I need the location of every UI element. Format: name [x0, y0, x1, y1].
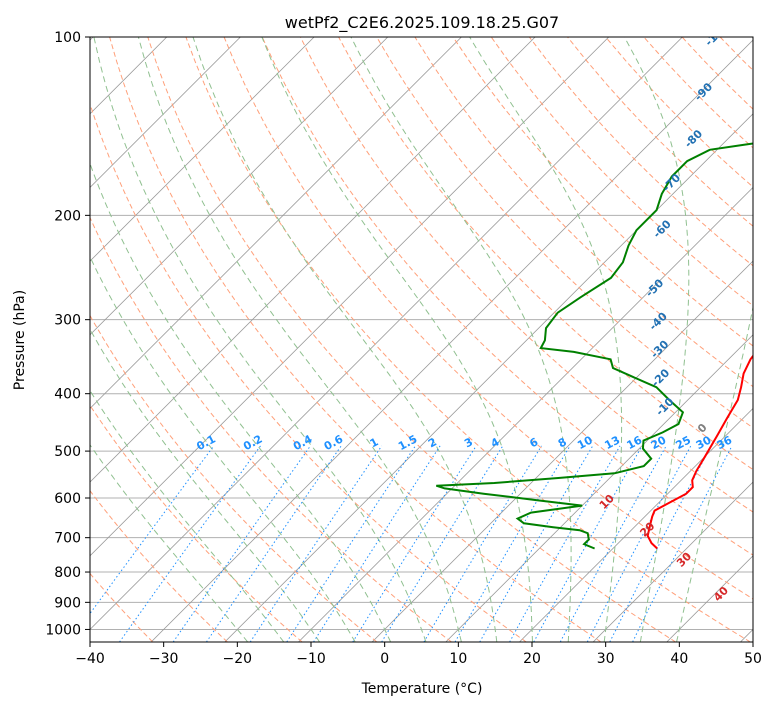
mixing-ratio-line [632, 445, 733, 642]
x-tick-label: −10 [296, 651, 326, 667]
temperature-profile [646, 354, 753, 550]
dry-adiabat [90, 489, 228, 642]
moist-adiabat [90, 328, 321, 642]
x-tick-label: 0 [380, 651, 389, 667]
dewpoint-profile [435, 142, 753, 550]
x-tick-label: 50 [744, 651, 762, 667]
dry-adiabat [223, 37, 753, 600]
mixing-ratio-line [609, 445, 712, 642]
isotherm-gridline [445, 334, 753, 642]
moist-adiabat [676, 305, 753, 642]
axes: −40 −30 −20 −10 0 10 20 30 40 50 100 200 300 400 500 60… [45, 30, 762, 667]
mixing-ratio-line [454, 445, 571, 642]
isotherm-gridline [224, 113, 753, 642]
isotherm-gridline [90, 37, 683, 631]
mixing-ratio-label: 16 [625, 433, 645, 452]
moist-adiabat [137, 37, 462, 642]
dry-adiabat [109, 37, 602, 642]
moist-adiabat [90, 162, 392, 642]
y-axis-label: Pressure (hPa) [12, 290, 28, 390]
moist-adiabat [192, 37, 498, 642]
y-tick-label: 900 [54, 595, 81, 611]
dry-adiabat [261, 37, 753, 556]
isotherm-gridline [150, 39, 753, 642]
isotherm-gridline [90, 37, 315, 262]
dry-adiabat [185, 37, 751, 642]
mixing-ratio-line [313, 445, 441, 642]
mixing-ratio-line [533, 445, 643, 642]
y-tick-label: 400 [54, 387, 81, 403]
dry-adiabat [338, 37, 753, 471]
mixing-ratio-line [423, 445, 542, 642]
isotherm-gridline [90, 37, 241, 189]
plot-frame [89, 36, 754, 643]
isotherm-gridline [371, 260, 753, 642]
mixing-ratio-label: 30 [694, 433, 714, 452]
y-tick-label: 100 [54, 30, 81, 46]
dry-adiabat [490, 37, 753, 307]
mixing-ratio-line [352, 445, 477, 642]
moist-adiabat [90, 443, 249, 642]
moist-adiabat [350, 37, 572, 642]
isotherm-gridline [592, 481, 753, 642]
mixing-ratio-line [172, 445, 311, 642]
x-tick-label: −40 [75, 651, 105, 667]
y-tick-label: 300 [54, 313, 81, 329]
series-lines [435, 142, 753, 550]
y-tick-label: 1000 [45, 622, 81, 638]
mixing-ratio-line [381, 445, 504, 642]
x-tick-label: −20 [223, 651, 253, 667]
mixing-ratio-line [205, 445, 342, 642]
x-tick-label: 20 [523, 651, 541, 667]
mixing-ratio-line [509, 445, 621, 642]
isotherm-gridline [519, 407, 753, 642]
mixing-ratio-label: 10 [575, 433, 595, 452]
y-tick-label: 200 [54, 208, 81, 224]
x-tick-label: 10 [449, 651, 467, 667]
dry-adiabat [90, 102, 527, 642]
mixing-ratio-label: 36 [715, 433, 735, 452]
chart-title: wetPf2_C2E6.2025.109.18.25.G07 [285, 13, 559, 33]
isotherm-gridline [90, 37, 536, 483]
dry-adiabat-label: -100 [702, 20, 731, 49]
background-lines [90, 37, 753, 642]
moist-adiabat [469, 37, 623, 642]
dry-adiabat [90, 314, 378, 642]
y-tick-label: 700 [54, 531, 81, 547]
mixing-ratio-line [249, 445, 383, 642]
moist-adiabat [93, 37, 427, 642]
y-tick-label: 500 [54, 444, 81, 460]
isotherm-gridline [90, 37, 610, 557]
dry-adiabat [90, 404, 303, 642]
mixing-ratio-label: 25 [673, 433, 693, 452]
mixing-ratio-label: 20 [649, 433, 669, 452]
x-axis-label: Temperature (°C) [361, 681, 483, 697]
dry-adiabat [147, 37, 676, 642]
dry-adiabat [90, 572, 154, 642]
dry-adiabat [414, 37, 753, 388]
mixing-ratio-label: 13 [603, 433, 623, 452]
x-tick-label: −30 [149, 651, 179, 667]
y-tick-label: 800 [54, 565, 81, 581]
isotherm-gridline [90, 37, 462, 410]
isotherm-gridline [90, 37, 389, 336]
moist-adiabat [623, 37, 690, 642]
moist-adiabat [261, 37, 533, 642]
x-tick-label: 30 [597, 651, 615, 667]
x-tick-label: 40 [670, 651, 688, 667]
isotherm-gridline [298, 186, 753, 642]
dry-adiabat [90, 216, 452, 642]
moist-adiabat [90, 389, 285, 642]
moist-adiabat [90, 255, 356, 642]
y-tick-label: 600 [54, 491, 81, 507]
mixing-ratio-line [119, 445, 261, 642]
mixing-ratio-line [286, 445, 416, 642]
